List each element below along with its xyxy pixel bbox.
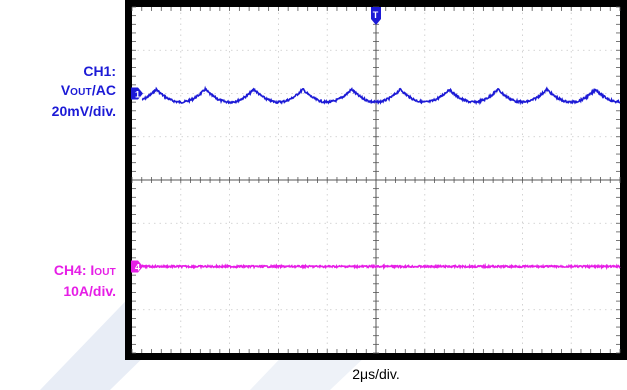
trace-ch1 — [141, 85, 621, 106]
ch4-title: CH4: IOUT — [53, 262, 116, 278]
trigger-marker-shape — [371, 7, 381, 25]
ch4-ground-marker: 4 — [131, 260, 143, 273]
ch1-ground-marker-text: 1 — [135, 90, 140, 100]
ch1-ground-marker: 1 — [131, 87, 143, 100]
scope-traces — [141, 85, 621, 271]
oscilloscope-display: 1 4 T — [125, 0, 627, 360]
ch1-title: CH1: — [83, 63, 116, 79]
timebase-label: 2μs/div. — [352, 366, 400, 382]
trace-ch4 — [141, 262, 621, 271]
ch4-scale: 10A/div. — [63, 283, 116, 299]
trigger-position-marker: T — [371, 7, 381, 25]
ch1-label: CH1: VOUT/AC 20mV/div. — [52, 62, 116, 121]
ch1-ground-marker-shape — [131, 87, 143, 100]
ch4-label: CH4: IOUT 10A/div. — [54, 261, 116, 301]
ch4-ground-marker-shape — [131, 260, 143, 273]
scope-markers: 1 4 T — [131, 7, 381, 273]
trigger-marker-text: T — [373, 10, 379, 20]
ch1-signal: VOUT/AC — [60, 82, 116, 98]
ch4-ground-marker-text: 4 — [135, 263, 140, 273]
ch1-scale: 20mV/div. — [51, 103, 116, 119]
